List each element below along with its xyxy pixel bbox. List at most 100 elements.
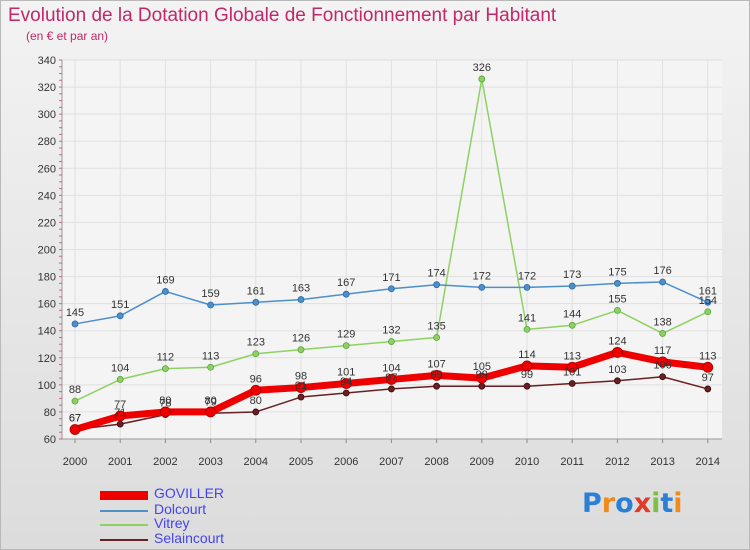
data-point-vitrey — [478, 75, 486, 83]
data-label-dolcourt: 169 — [156, 274, 174, 286]
data-point-dolcourt — [659, 278, 666, 286]
legend-item-vitrey: Vitrey — [100, 515, 300, 532]
data-point-vitrey — [161, 365, 169, 373]
data-label-selaincourt: 97 — [702, 372, 714, 384]
data-point-dolcourt — [704, 298, 712, 306]
data-point-selaincourt — [433, 382, 441, 390]
data-point-vitrey — [659, 330, 666, 337]
data-label-dolcourt: 151 — [111, 299, 129, 311]
data-label-vitrey: 135 — [427, 320, 445, 332]
data-point-dolcourt — [161, 288, 169, 295]
data-point-selaincourt — [387, 385, 395, 393]
logo-letter: t — [660, 488, 674, 519]
logo-letter: i — [673, 488, 683, 519]
chart-title: Evolution de la Dotation Globale de Fonc… — [8, 5, 557, 26]
y-tick-label: 300 — [38, 109, 56, 121]
data-point-goviller — [476, 372, 488, 384]
data-point-vitrey — [614, 307, 621, 314]
data-point-dolcourt — [252, 298, 260, 306]
y-tick-label: 60 — [44, 434, 56, 446]
data-point-dolcourt — [116, 312, 124, 320]
data-label-goviller: 107 — [427, 358, 445, 370]
x-tick-label: 2001 — [108, 456, 132, 468]
data-label-dolcourt: 159 — [201, 288, 219, 300]
data-point-goviller — [340, 378, 352, 389]
data-label-layer: 67 77 80 80 96 98 101 104 107 105 114 113 124 117 113 1… — [66, 62, 717, 425]
data-label-goviller: 80 — [159, 395, 171, 407]
data-point-goviller — [612, 346, 623, 358]
logo-letter: r — [601, 488, 616, 519]
x-tick-label: 2011 — [560, 456, 584, 468]
data-point-vitrey — [207, 363, 215, 371]
data-point-dolcourt — [523, 283, 531, 291]
data-point-vitrey — [523, 325, 531, 333]
y-tick-label: 80 — [44, 407, 56, 419]
data-label-vitrey: 155 — [608, 293, 626, 305]
data-label-dolcourt: 145 — [66, 307, 84, 319]
data-label-vitrey: 326 — [473, 62, 491, 74]
y-tick-label: 260 — [38, 163, 56, 175]
data-point-goviller — [702, 361, 714, 373]
y-tick-label: 280 — [38, 136, 56, 148]
data-point-selaincourt — [704, 385, 712, 393]
data-label-vitrey: 126 — [292, 333, 310, 345]
legend-label-vitrey: Vitrey — [154, 515, 190, 531]
data-point-dolcourt — [478, 283, 486, 291]
data-point-selaincourt — [252, 408, 260, 416]
logo-letter: x — [633, 488, 652, 519]
x-tick-label: 2014 — [696, 456, 720, 468]
x-tick-label: 2003 — [198, 456, 222, 468]
data-label-selaincourt: 80 — [250, 395, 262, 407]
data-label-dolcourt: 171 — [382, 272, 400, 284]
data-point-goviller — [159, 406, 171, 418]
data-label-selaincourt: 71 — [114, 407, 126, 419]
data-label-dolcourt: 175 — [608, 266, 626, 278]
x-tick-label: 2006 — [334, 456, 358, 468]
data-point-goviller — [295, 382, 307, 393]
x-tick-label: 2010 — [515, 456, 539, 468]
y-tick-label: 180 — [38, 272, 56, 284]
data-label-goviller: 113 — [563, 350, 581, 362]
data-point-dolcourt — [568, 282, 576, 290]
data-point-vitrey — [704, 308, 712, 316]
y-tick-label: 140 — [38, 326, 56, 338]
y-tick-label: 220 — [38, 217, 56, 229]
x-tick-label: 2007 — [379, 456, 403, 468]
legend-swatch-dolcourt — [100, 510, 148, 512]
data-label-vitrey: 141 — [518, 312, 536, 324]
data-point-vitrey — [116, 376, 124, 383]
logo-letter: i — [651, 488, 661, 519]
x-tick-label: 2004 — [244, 456, 268, 468]
data-label-dolcourt: 173 — [563, 269, 581, 281]
data-label-goviller: 101 — [337, 367, 355, 379]
y-tick-label: 240 — [38, 190, 56, 202]
x-tick-label: 2012 — [605, 456, 629, 468]
data-label-dolcourt: 167 — [337, 277, 355, 289]
data-point-goviller — [385, 374, 397, 385]
data-label-vitrey: 129 — [337, 329, 355, 341]
x-tick-label: 2005 — [289, 456, 313, 468]
data-point-vitrey — [252, 350, 260, 358]
series-layer — [69, 75, 714, 435]
y-tick-label: 320 — [38, 82, 56, 94]
data-point-vitrey — [433, 334, 441, 341]
data-label-selaincourt: 94 — [340, 376, 352, 388]
data-label-goviller: 117 — [654, 345, 672, 357]
x-tick-label: 2002 — [153, 456, 177, 468]
data-label-selaincourt: 91 — [295, 380, 307, 392]
data-point-goviller — [521, 360, 533, 372]
legend-item-dolcourt: Dolcourt — [100, 501, 300, 518]
data-point-dolcourt — [207, 301, 215, 309]
data-label-goviller: 114 — [518, 349, 536, 361]
data-label-vitrey: 113 — [202, 350, 220, 362]
y-tick-label: 120 — [38, 353, 56, 365]
data-label-goviller: 124 — [608, 335, 626, 347]
data-label-selaincourt: 101 — [563, 367, 581, 379]
data-label-dolcourt: 163 — [292, 283, 310, 295]
legend-swatch-vitrey — [100, 524, 148, 526]
data-label-vitrey: 138 — [653, 316, 671, 328]
data-point-selaincourt — [568, 380, 576, 387]
legend-label-goviller: GOVILLER — [154, 485, 225, 501]
data-label-vitrey: 144 — [563, 308, 581, 320]
proxiti-logo: Proxiti — [582, 488, 683, 519]
